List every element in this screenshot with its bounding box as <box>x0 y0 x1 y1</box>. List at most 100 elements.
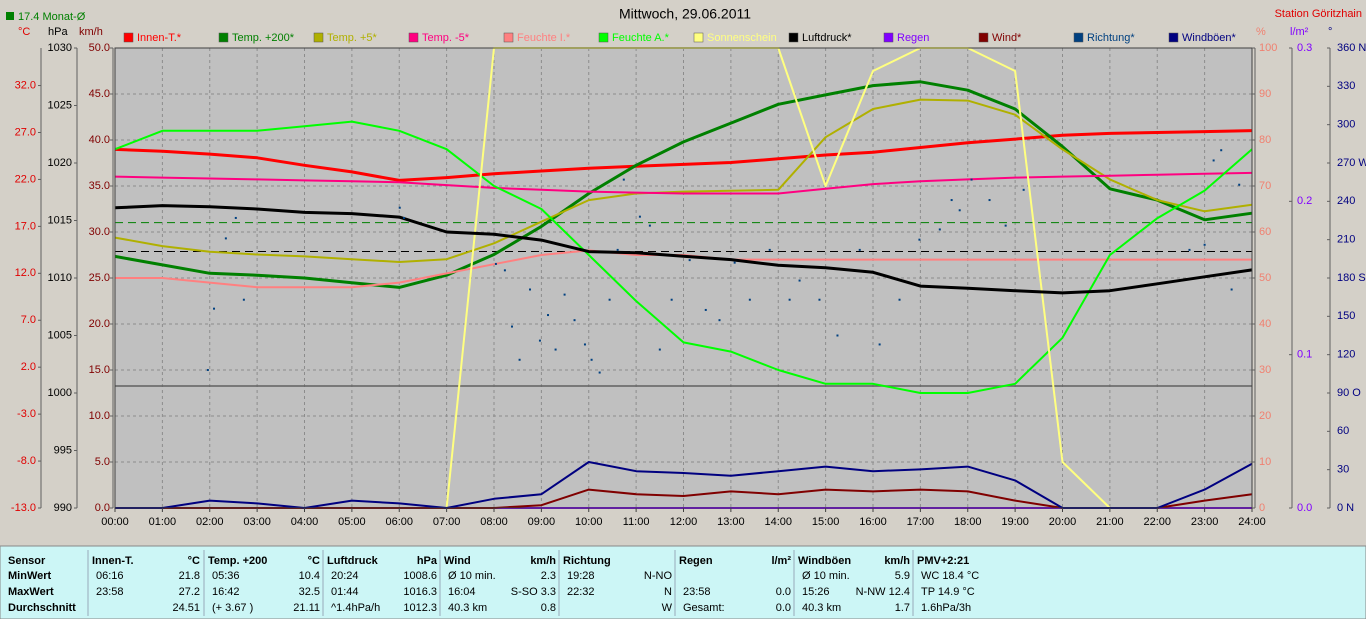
cell-right: 0.8 <box>541 602 556 614</box>
direction-dot <box>1022 188 1025 191</box>
y-tick-label: 40.0 <box>89 134 110 146</box>
direction-dot <box>818 298 821 301</box>
cell-right: 32.5 <box>299 586 320 598</box>
legend-label: Wind* <box>992 32 1022 44</box>
y-tick-label: 150 <box>1337 310 1355 322</box>
direction-dot <box>648 224 651 227</box>
y-tick-label: 22.0 <box>15 173 36 185</box>
direction-dot <box>898 298 901 301</box>
direction-dot <box>788 298 791 301</box>
y-tick-label: 32.0 <box>15 79 36 91</box>
cell-right: 1016.3 <box>403 586 437 598</box>
block-header: Regen <box>679 555 713 567</box>
cell-right: 1008.6 <box>403 570 437 582</box>
station-name: Station Göritzhain <box>1275 8 1362 20</box>
direction-dot <box>798 279 801 282</box>
legend-label: Windböen* <box>1182 32 1237 44</box>
y-tick-label: 10.0 <box>89 410 110 422</box>
row-label: MaxWert <box>8 586 54 598</box>
legend-swatch <box>313 32 324 43</box>
x-tick-label: 16:00 <box>859 516 887 528</box>
direction-dot <box>733 261 736 264</box>
block-unit: hPa <box>417 555 438 567</box>
direction-dot <box>494 262 497 265</box>
direction-dot <box>547 314 550 317</box>
direction-dot <box>670 298 673 301</box>
direction-dot <box>748 298 751 301</box>
row-label: Durchschnitt <box>8 602 76 614</box>
cell-left: 40.3 km <box>448 602 487 614</box>
block-header: Innen-T. <box>92 555 134 567</box>
direction-dot <box>704 308 707 311</box>
y-tick-label: 0.1 <box>1297 349 1312 361</box>
direction-dot <box>658 348 661 351</box>
x-tick-label: 01:00 <box>149 516 177 528</box>
x-tick-label: 18:00 <box>954 516 982 528</box>
y-tick-label: 90 <box>1259 88 1271 100</box>
x-tick-label: 23:00 <box>1191 516 1219 528</box>
legend-swatch <box>503 32 514 43</box>
direction-dot <box>213 307 216 310</box>
y-tick-label: 995 <box>54 444 72 456</box>
axis-unit: % <box>1256 26 1266 38</box>
direction-dot <box>538 339 541 342</box>
cell-left: 40.3 km <box>802 602 841 614</box>
y-tick-label: 1030 <box>48 42 72 54</box>
legend-label: Feuchte I.* <box>517 32 571 44</box>
monthly-average-note: 17.4 Monat-Ø <box>18 11 86 23</box>
row-label: Sensor <box>8 555 46 567</box>
block-header: Luftdruck <box>327 555 379 567</box>
legend-label: Innen-T.* <box>137 32 182 44</box>
x-tick-label: 03:00 <box>243 516 271 528</box>
legend-swatch <box>598 32 609 43</box>
y-tick-label: 60 <box>1259 226 1271 238</box>
y-tick-label: 270 W <box>1337 157 1366 169</box>
y-tick-label: -3.0 <box>17 408 36 420</box>
y-tick-label: 1000 <box>48 387 72 399</box>
direction-dot <box>1220 149 1223 152</box>
direction-dot <box>1212 159 1215 162</box>
axis-unit: ° <box>1328 26 1332 38</box>
direction-dot <box>242 298 245 301</box>
legend-swatch <box>978 32 989 43</box>
x-tick-label: 14:00 <box>764 516 792 528</box>
legend-label: Temp. +200* <box>232 32 295 44</box>
legend-label: Temp. +5* <box>327 32 378 44</box>
legend-label: Temp. -5* <box>422 32 470 44</box>
y-tick-label: 0.0 <box>95 502 110 514</box>
block-header: Wind <box>444 555 471 567</box>
y-tick-label: 80 <box>1259 134 1271 146</box>
direction-dot <box>988 199 991 202</box>
direction-dot <box>1188 248 1191 251</box>
direction-dot <box>608 298 611 301</box>
cell-left: Ø 10 min. <box>802 570 850 582</box>
y-tick-label: 990 <box>54 502 72 514</box>
direction-dot <box>590 358 593 361</box>
direction-dot <box>529 288 532 291</box>
x-tick-label: 06:00 <box>385 516 413 528</box>
cell-left: 05:36 <box>212 570 240 582</box>
cell-left: 20:24 <box>331 570 359 582</box>
y-tick-label: 30 <box>1259 364 1271 376</box>
direction-dot <box>398 206 401 209</box>
direction-dot <box>858 248 861 251</box>
y-tick-label: 12.0 <box>15 267 36 279</box>
direction-dot <box>598 371 601 374</box>
direction-dot <box>918 238 921 241</box>
cell-left: (+ 3.67 ) <box>212 602 253 614</box>
cell-left: 01:44 <box>331 586 359 598</box>
direction-dot <box>970 178 973 181</box>
axis-unit: l/m² <box>1290 26 1309 38</box>
cell-left: ^1.4hPa/h <box>331 602 380 614</box>
x-tick-label: 17:00 <box>907 516 935 528</box>
direction-dot <box>563 293 566 296</box>
legend-swatch <box>693 32 704 43</box>
x-tick-label: 19:00 <box>1001 516 1029 528</box>
x-tick-label: 21:00 <box>1096 516 1124 528</box>
cell-left: 15:26 <box>802 586 830 598</box>
y-tick-label: 1010 <box>48 272 72 284</box>
block-unit: km/h <box>884 555 910 567</box>
chart-title: Mittwoch, 29.06.2011 <box>619 6 751 22</box>
y-tick-label: 40 <box>1259 318 1271 330</box>
